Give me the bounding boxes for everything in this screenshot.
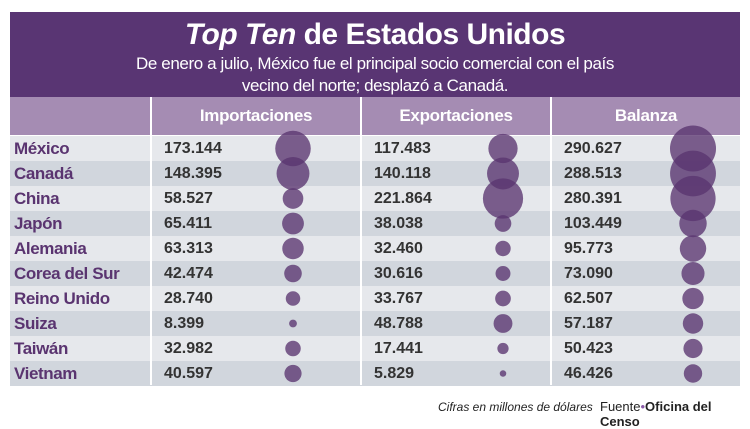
value-cell: 28.740 [164,290,213,307]
value-cell: 38.038 [374,215,423,232]
bubble-balanza [683,364,703,383]
value-cell: 48.788 [374,315,423,332]
value-cell: 50.423 [564,340,613,357]
bubble-importaciones [285,340,301,357]
value-cell: 42.474 [164,265,213,282]
value-cell: 65.411 [164,215,213,232]
value-cell: 32.460 [374,240,423,257]
source-label: Fuente [600,399,641,414]
column-header-exportaciones: Exportaciones [362,97,550,135]
column-divider [150,97,152,385]
bubble-exportaciones [495,240,511,257]
bubble-exportaciones [495,290,511,307]
value-cell: 46.426 [564,365,613,382]
subtitle-line2: vecino del norte; desplazó a Canadá. [241,76,509,95]
bubble-importaciones [276,157,310,190]
value-cell: 221.864 [374,190,432,207]
table-row: Reino Unido 28.740 33.767 62.507 [10,286,740,311]
bubble-balanza [682,287,704,310]
country-name: Suiza [14,314,57,333]
country-name: China [14,189,60,208]
value-cell: 58.527 [164,190,213,207]
country-name: Vietnam [14,364,78,383]
country-name: Canadá [14,164,74,183]
value-cell: 40.597 [164,365,213,382]
column-header-blank [10,97,150,135]
subtitle-line1: De enero a julio, México fue el principa… [136,54,614,73]
value-cell: 117.483 [374,140,431,157]
value-cell: 280.391 [564,190,622,207]
title-rest: de Estados Unidos [295,18,566,51]
country-name: México [14,139,70,158]
value-cell: 95.773 [564,240,613,257]
title-italic: Top Ten [184,18,296,51]
bubble-balanza [679,209,707,238]
value-cell: 140.118 [374,165,431,182]
table-row: Vietnam 40.597 5.829 46.426 [10,361,740,386]
value-cell: 63.313 [164,240,213,257]
bubble-importaciones [282,237,304,260]
value-cell: 290.627 [564,140,622,157]
bubble-exportaciones [494,215,512,232]
value-cell: 33.767 [374,290,423,307]
value-cell: 32.982 [164,340,213,357]
table-row: Suiza 8.399 48.788 57.187 [10,311,740,336]
bubble-exportaciones [482,178,524,219]
value-cell: 288.513 [564,165,622,182]
bubble-balanza [670,175,716,222]
value-cell: 103.449 [564,215,622,232]
bubble-importaciones [282,188,304,209]
bubble-exportaciones [499,370,507,377]
bubble-importaciones [285,291,301,306]
table-row: China 58.527 221.864 280.391 [10,186,740,211]
bubble-exportaciones [495,266,511,281]
value-cell: 57.187 [564,315,613,332]
bubble-exportaciones [493,314,513,333]
value-cell: 62.507 [564,290,613,307]
column-divider [360,97,362,385]
value-cell: 148.395 [164,165,222,182]
column-header-balanza: Balanza [552,97,740,135]
source: Fuente•Oficina del Censo [600,399,750,429]
bubble-balanza [682,313,704,334]
country-name: Reino Unido [14,289,110,308]
bubble-importaciones [284,264,302,283]
table-row: Alemania 63.313 32.460 95.773 [10,236,740,261]
country-name: Taiwán [14,339,68,358]
value-cell: 73.090 [564,265,613,282]
value-cell: 173.144 [164,140,222,157]
bubble-exportaciones [497,342,509,355]
table-row: Taiwán 32.982 17.441 50.423 [10,336,740,361]
value-cell: 8.399 [164,315,205,332]
table-row: México 173.144 117.483 290.627 [10,136,740,161]
bubble-balanza [681,261,705,286]
country-name: Alemania [14,239,87,258]
table-row: Corea del Sur 42.474 30.616 73.090 [10,261,740,286]
title-banner: Top Ten de Estados Unidos De enero a jul… [10,12,740,97]
table-row: Canadá 148.395 140.118 288.513 [10,161,740,186]
bubble-importaciones [289,319,297,328]
value-cell: 5.829 [374,365,415,382]
table-row: Japón 65.411 38.038 103.449 [10,211,740,236]
column-header-importaciones: Importaciones [152,97,360,135]
source-name: Oficina del Censo [600,399,712,429]
title: Top Ten de Estados Unidos [10,18,740,52]
country-name: Corea del Sur [14,264,120,283]
source-separator: • [640,399,646,414]
column-divider [550,97,552,385]
bubble-balanza [683,338,703,359]
value-cell: 30.616 [374,265,423,282]
value-cell: 17.441 [374,340,423,357]
units-note: Cifras en millones de dólares [438,400,593,414]
country-name: Japón [14,214,63,233]
bubble-importaciones [282,212,304,235]
bubble-balanza [679,235,707,262]
bubble-exportaciones [488,133,518,164]
bubble-importaciones [275,130,311,167]
bubble-importaciones [284,364,302,383]
